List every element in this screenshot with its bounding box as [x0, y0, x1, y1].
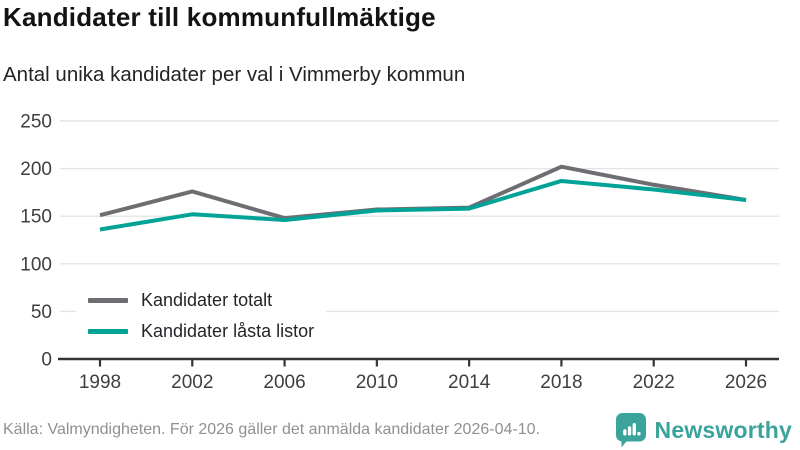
- legend-label-total: Kandidater totalt: [141, 290, 273, 310]
- legend-item-total: Kandidater totalt: [88, 288, 314, 313]
- legend-item-locked: Kandidater låsta listor: [88, 319, 314, 344]
- x-tick-label: 2010: [356, 372, 398, 393]
- source-note: Källa: Valmyndigheten. För 2026 gäller d…: [3, 421, 540, 438]
- legend-label-locked: Kandidater låsta listor: [141, 321, 315, 341]
- page-title: Kandidater till kommunfullmäktige: [3, 2, 436, 32]
- y-tick-label: 150: [20, 207, 52, 228]
- y-tick-label: 50: [31, 302, 52, 323]
- chart-subtitle: Antal unika kandidater per val i Vimmerb…: [3, 63, 466, 86]
- legend-swatch-locked: [88, 329, 128, 334]
- chart-legend: Kandidater totalt Kandidater låsta listo…: [76, 285, 327, 349]
- x-tick-label: 2026: [725, 372, 767, 393]
- brand-name: Newsworthy: [654, 417, 792, 443]
- newsworthy-logo: Newsworthy: [615, 412, 792, 449]
- x-tick-label: 1998: [79, 372, 121, 393]
- y-tick-label: 250: [20, 112, 52, 133]
- newsworthy-logo-icon: [615, 413, 646, 448]
- legend-swatch-total: [88, 298, 128, 303]
- y-tick-label: 100: [20, 254, 52, 275]
- x-tick-label: 2022: [633, 372, 675, 393]
- y-tick-label: 0: [41, 350, 52, 371]
- x-tick-label: 2018: [540, 372, 582, 393]
- y-tick-label: 200: [20, 159, 52, 180]
- series-line-locked: [99, 178, 747, 232]
- x-tick-label: 2002: [171, 372, 213, 393]
- x-tick-label: 2006: [263, 372, 305, 393]
- x-tick-label: 2014: [448, 372, 491, 393]
